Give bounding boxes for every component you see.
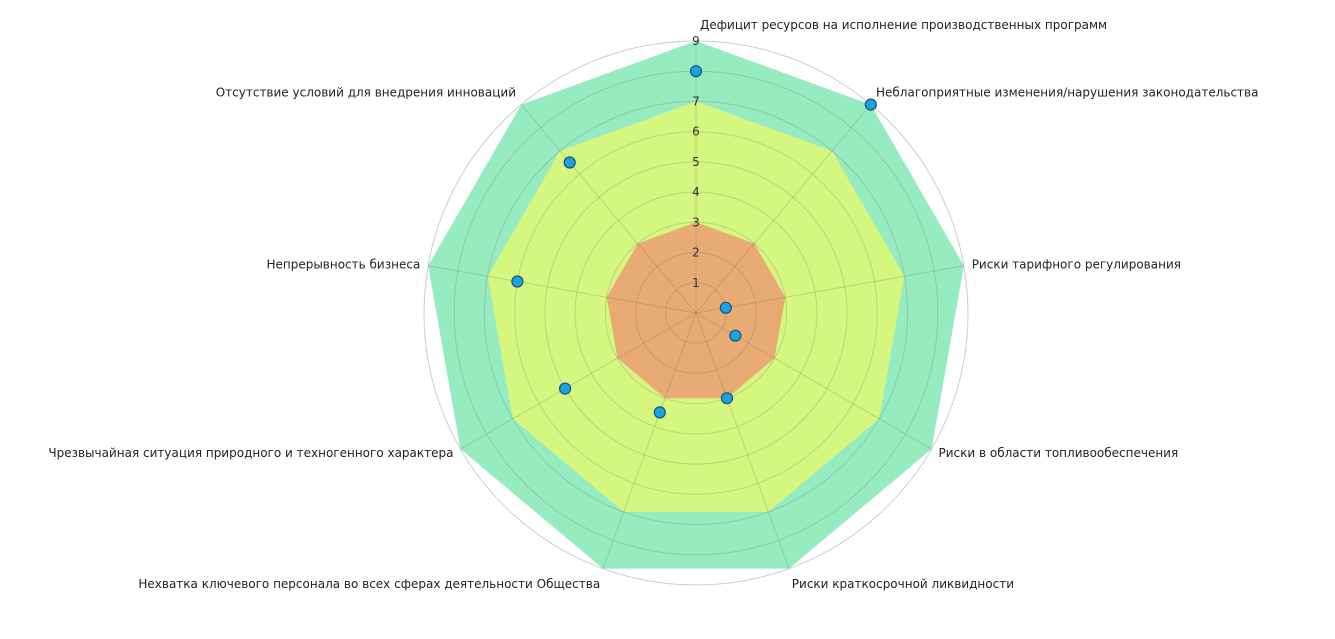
data-point[interactable] (719, 301, 732, 314)
data-point[interactable] (511, 275, 524, 288)
axis-label: Риски тарифного регулирования (972, 257, 1181, 271)
grid-ring-5 (544, 161, 848, 465)
tick-label: 2 (692, 246, 700, 260)
axis-label: Риски в области топливообеспечения (939, 446, 1179, 460)
grid-spoke (695, 265, 964, 314)
grid-ring-3 (604, 221, 788, 405)
axis-label: Неблагоприятные изменения/нарушения зако… (876, 86, 1258, 100)
radar-grid (423, 40, 969, 586)
tick-label: 6 (692, 125, 700, 139)
axis-label: Отсутствие условий для внедрения инновац… (216, 86, 516, 100)
grid-ring-7 (483, 100, 909, 526)
axis-label: Непрерывность бизнеса (266, 257, 420, 271)
tick-label: 3 (692, 215, 700, 229)
axis-label: Нехватка ключевого персонала во всех сфе… (138, 577, 600, 591)
data-point[interactable] (563, 156, 576, 169)
data-point[interactable] (689, 65, 703, 78)
grid-spoke (602, 312, 697, 569)
tick-label: 5 (692, 155, 700, 169)
tick-label: 7 (692, 94, 700, 108)
grid-spoke (428, 265, 697, 314)
data-point[interactable] (720, 392, 734, 405)
risk-zone-3 (606, 222, 786, 399)
axis-label: Дефицит ресурсов на исполнение производс… (700, 18, 1107, 32)
data-point[interactable] (864, 98, 877, 111)
grid-ring-4 (574, 191, 818, 435)
risk-zones (428, 41, 964, 569)
tick-label: 4 (692, 185, 700, 199)
axis-label: Риски краткосрочной ликвидности (792, 577, 1014, 591)
data-point[interactable] (729, 329, 742, 342)
grid-spoke (460, 312, 697, 450)
grid-ring-2 (635, 252, 757, 374)
data-point[interactable] (558, 382, 572, 395)
grid-ring-9 (423, 40, 969, 586)
tick-label: 9 (692, 34, 700, 48)
grid-spoke (695, 312, 790, 569)
data-points (511, 65, 877, 419)
grid-spoke (695, 104, 872, 314)
grid-spoke (520, 104, 697, 314)
axis-label: Чрезвычайная ситуация природного и техно… (48, 446, 453, 460)
axis-labels: Дефицит ресурсов на исполнение производс… (48, 18, 1258, 591)
tick-label: 1 (692, 276, 700, 290)
data-point[interactable] (653, 406, 666, 419)
grid-ring-6 (514, 131, 878, 495)
